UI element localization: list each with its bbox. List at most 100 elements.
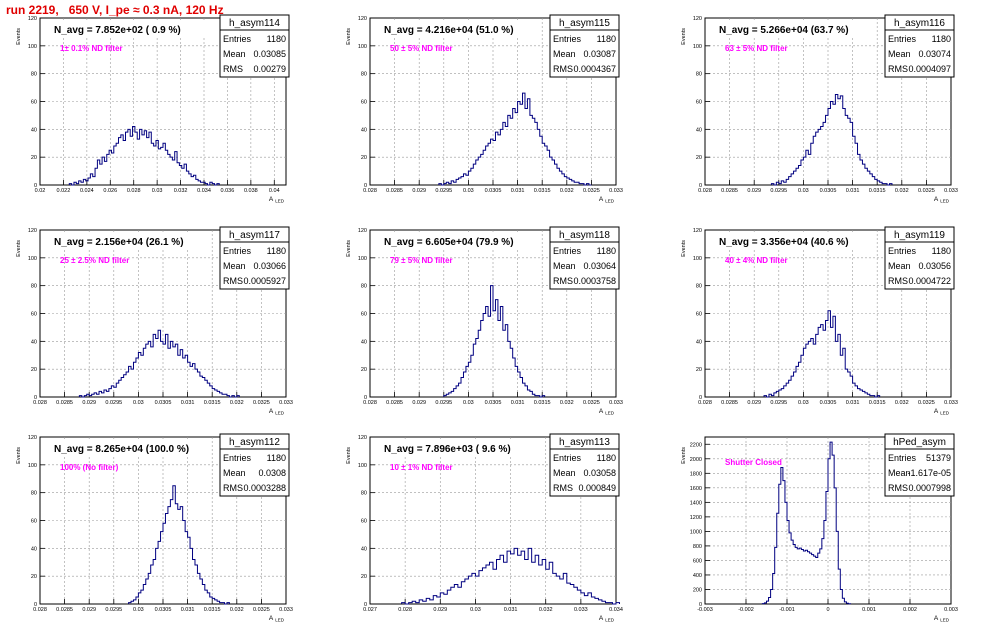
stats-value: 1180 bbox=[267, 34, 286, 44]
stats-label: RMS bbox=[553, 276, 573, 286]
x-tick-label: 0.03 bbox=[463, 188, 474, 194]
x-tick-label: -0.001 bbox=[779, 607, 795, 613]
x-tick-label: 0.038 bbox=[244, 188, 258, 194]
x-tick-label: 0.024 bbox=[80, 188, 94, 194]
x-tick-label: 0.032 bbox=[539, 607, 553, 613]
y-axis-title: Events bbox=[346, 28, 352, 45]
stats-frame bbox=[884, 433, 955, 497]
stats-value: 0.03087 bbox=[583, 49, 616, 59]
histogram-panel-h_asym116: 0.028 0.0285 0.029 0.0295 0.03 0.0305 0.031 0.0… bbox=[681, 14, 958, 204]
x-tick-label: 0.03 bbox=[798, 400, 809, 406]
x-tick-label: -0.003 bbox=[697, 607, 713, 613]
x-axis-title: A LED bbox=[269, 615, 285, 622]
x-axis-title: A LED bbox=[599, 408, 615, 416]
y-tick-label: 80 bbox=[31, 72, 37, 78]
x-tick-label: 0.0305 bbox=[820, 188, 837, 194]
x-axis-title: A LED bbox=[269, 408, 285, 416]
stats-label: Entries bbox=[888, 34, 917, 44]
x-tick-label: 0.0325 bbox=[583, 188, 600, 194]
stats-label: RMS bbox=[553, 64, 573, 74]
x-tick-label: 0.0305 bbox=[485, 188, 502, 194]
histogram-line bbox=[761, 441, 852, 605]
stats-value: 1180 bbox=[597, 34, 616, 44]
stats-label: Mean bbox=[223, 49, 246, 59]
histogram-panel-h_asym114: 0.02 0.022 0.024 0.026 0.028 0.03 0.032 0.034 0.… bbox=[16, 14, 290, 204]
stats-label: Entries bbox=[888, 246, 917, 256]
stats-label: RMS bbox=[888, 483, 908, 493]
y-tick-label: 2000 bbox=[690, 457, 702, 463]
y-tick-label: 100 bbox=[28, 44, 37, 50]
stats-title: h_asym118 bbox=[559, 230, 610, 241]
y-tick-label: 120 bbox=[693, 228, 702, 234]
y-axis-title: Events bbox=[681, 28, 687, 45]
y-axis-title: Events bbox=[346, 240, 352, 257]
y-tick-label: 40 bbox=[31, 546, 37, 552]
stats-title: h_asym113 bbox=[559, 437, 610, 448]
stats-value: 0.00279 bbox=[253, 64, 286, 74]
y-tick-label: 800 bbox=[693, 544, 702, 550]
x-tick-label: 0.0295 bbox=[105, 607, 122, 613]
navg-box: N_avg = 4.216e+04 (51.0 %) bbox=[371, 21, 539, 38]
stats-value: 51379 bbox=[926, 453, 951, 463]
histogram-panel-h_asym117: 0.028 0.0285 0.029 0.0295 0.03 0.0305 0.031 0.0… bbox=[16, 226, 293, 416]
navg-text: N_avg = 6.605e+04 (79.9 %) bbox=[384, 237, 514, 248]
navg-box: N_avg = 8.265e+04 (100.0 %) bbox=[41, 440, 209, 457]
stats-value: 0.03085 bbox=[253, 49, 286, 59]
navg-box: N_avg = 2.156e+04 (26.1 %) bbox=[41, 233, 209, 250]
stats-label: Mean bbox=[553, 49, 576, 59]
x-tick-label: 0.032 bbox=[895, 188, 909, 194]
x-tick-label: 0.028 bbox=[127, 188, 141, 194]
stats-value: 1180 bbox=[932, 246, 951, 256]
y-tick-label: 60 bbox=[31, 312, 37, 318]
y-tick-label: 20 bbox=[696, 155, 702, 161]
x-tick-label: 0.029 bbox=[433, 607, 447, 613]
stats-label: RMS bbox=[888, 276, 908, 286]
y-tick-label: 60 bbox=[696, 100, 702, 106]
y-tick-label: 0 bbox=[364, 395, 367, 401]
x-axis-title: A LED bbox=[934, 615, 950, 622]
stats-label: Mean bbox=[223, 468, 246, 478]
histogram-line bbox=[438, 92, 592, 186]
x-tick-label: 0.0315 bbox=[534, 188, 551, 194]
x-tick-label: 0.0285 bbox=[56, 400, 73, 406]
stats-value: 0.000849 bbox=[578, 483, 616, 493]
navg-text: N_avg = 3.356e+04 (40.6 %) bbox=[719, 237, 849, 248]
x-tick-label: 0.0325 bbox=[253, 607, 270, 613]
x-tick-label: 0.032 bbox=[230, 607, 244, 613]
y-tick-label: 1800 bbox=[690, 471, 702, 477]
histogram-panel-h_asym115: 0.028 0.0285 0.029 0.0295 0.03 0.0305 0.031 0.0… bbox=[346, 14, 623, 204]
y-tick-label: 100 bbox=[28, 463, 37, 469]
stats-label: RMS bbox=[223, 483, 243, 493]
filter-note: 10 ± 1% ND filter bbox=[390, 463, 453, 472]
x-tick-label: 0.03 bbox=[133, 607, 144, 613]
x-tick-label: 0.029 bbox=[82, 607, 96, 613]
stats-value: 0.03074 bbox=[918, 49, 951, 59]
x-tick-label: 0.028 bbox=[698, 400, 712, 406]
stats-title: h_asym114 bbox=[229, 18, 280, 29]
navg-text: N_avg = 5.266e+04 (63.7 %) bbox=[719, 25, 849, 36]
x-tick-label: 0.032 bbox=[895, 400, 909, 406]
stats-value: 0.0308 bbox=[258, 468, 286, 478]
x-tick-label: 0.04 bbox=[269, 188, 280, 194]
y-axis-title: Events bbox=[16, 240, 22, 257]
x-tick-label: 0.031 bbox=[511, 400, 525, 406]
y-tick-label: 60 bbox=[361, 312, 367, 318]
navg-text: N_avg = 7.852e+02 ( 0.9 %) bbox=[54, 25, 181, 36]
stats-label: Entries bbox=[223, 453, 252, 463]
stats-label: RMS bbox=[223, 276, 243, 286]
x-tick-label: 0.029 bbox=[747, 188, 761, 194]
stats-label: Entries bbox=[223, 246, 252, 256]
stats-box: h_asym119 Entries 1180 Mean 0.03056 RMS 0.0004… bbox=[884, 226, 955, 290]
stats-frame bbox=[549, 14, 620, 78]
x-tick-label: 0.028 bbox=[698, 188, 712, 194]
x-tick-label: -0.002 bbox=[738, 607, 754, 613]
y-tick-label: 200 bbox=[693, 587, 702, 593]
x-tick-label: 0.029 bbox=[82, 400, 96, 406]
stats-label: Entries bbox=[553, 453, 582, 463]
stats-label: RMS bbox=[223, 64, 243, 74]
histogram-panel-h_asym113: 0.027 0.028 0.029 0.03 0.031 0.032 0.033 0.034 0… bbox=[346, 433, 623, 622]
y-tick-label: 0 bbox=[364, 602, 367, 608]
y-tick-label: 80 bbox=[696, 72, 702, 78]
x-tick-label: 0.026 bbox=[103, 188, 117, 194]
y-tick-label: 100 bbox=[358, 256, 367, 262]
